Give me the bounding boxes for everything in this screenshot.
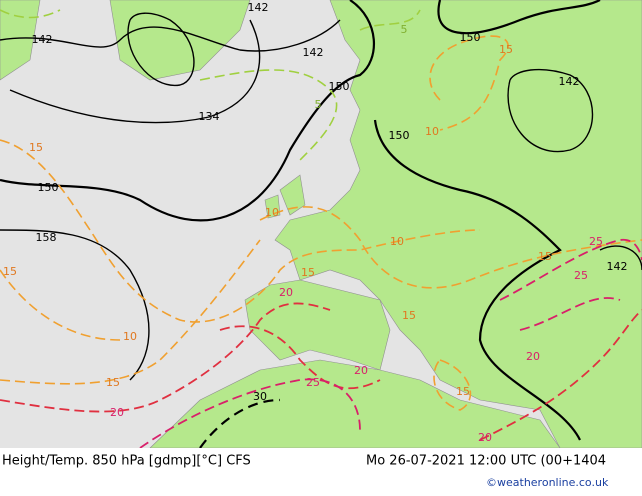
footer-left: Height/Temp. 850 hPa [gdmp][°C] CFS: [2, 454, 251, 469]
temperature-label: 15: [3, 265, 17, 278]
height-label: 134: [199, 110, 220, 123]
temperature-label: 25: [589, 235, 603, 248]
temperature-label: 15: [538, 250, 552, 263]
height-labels: 142 142 142 150 134 150 158 150 150 142 …: [32, 1, 628, 273]
temperature-label: 10: [265, 206, 279, 219]
temperature-label: 15: [402, 309, 416, 322]
temperature-label: 15: [456, 385, 470, 398]
temperature-label: 20: [279, 286, 293, 299]
temperature-label: 15: [106, 376, 120, 389]
temperature-label: 30: [253, 390, 267, 403]
temperature-label: 5: [315, 98, 322, 111]
temperature-label: 10: [390, 235, 404, 248]
height-label: 150: [460, 31, 481, 44]
temperature-label: 25: [574, 269, 588, 282]
height-contours: [0, 0, 642, 441]
height-label: 142: [248, 1, 269, 14]
temperature-label: 10: [123, 330, 137, 343]
height-label: 142: [32, 33, 53, 46]
height-label: 142: [559, 75, 580, 88]
temperature-label: 15: [29, 141, 43, 154]
temperature-label: 25: [306, 376, 320, 389]
height-label: 150: [38, 181, 59, 194]
temperature-label: 15: [301, 266, 315, 279]
height-label: 142: [303, 46, 324, 59]
land: [0, 0, 642, 449]
height-label: 142: [607, 260, 628, 273]
temperature-contours: [0, 9, 642, 449]
temperature-label: 20: [478, 431, 492, 444]
height-label: 150: [329, 80, 350, 93]
height-label: 158: [36, 231, 57, 244]
height-label: 150: [389, 129, 410, 142]
temperature-label: 20: [526, 350, 540, 363]
temperature-label: 20: [354, 364, 368, 377]
temperature-label: 15: [499, 43, 513, 56]
temperature-label: 10: [425, 125, 439, 138]
temperature-labels: 15 15 10 15 20 20 15 10 5 5 15 10 10 15 …: [3, 23, 603, 444]
temperature-label: 20: [110, 406, 124, 419]
temperature-label: 5: [401, 23, 408, 36]
footer: [0, 448, 642, 496]
footer-right: Mo 26-07-2021 12:00 UTC (00+1404: [366, 454, 606, 469]
credit: ©weatheronline.co.uk: [486, 476, 609, 489]
